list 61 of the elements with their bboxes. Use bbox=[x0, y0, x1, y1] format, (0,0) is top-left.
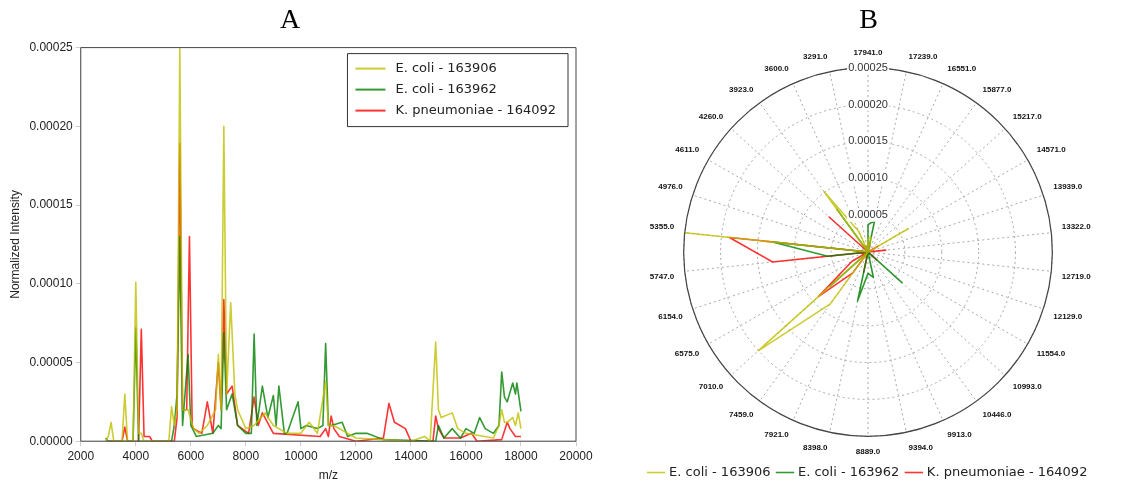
spoke-label: 13939.0 bbox=[1053, 182, 1083, 192]
spoke-label: 8889.0 bbox=[855, 446, 881, 456]
spoke-label: 7459.0 bbox=[729, 409, 755, 419]
x-tick-label: 14000 bbox=[394, 448, 428, 463]
spoke-label: 14571.0 bbox=[1036, 145, 1067, 154]
spoke-label: 4611.0 bbox=[675, 145, 700, 154]
legend-label: K. pneumoniae - 164092 bbox=[395, 101, 557, 117]
y-tick-label: 0.00020 bbox=[29, 118, 74, 133]
spoke-label: 10446.0 bbox=[982, 409, 1012, 419]
spoke-label: 16551.0 bbox=[947, 64, 977, 74]
y-tick-label: 0.00000 bbox=[29, 433, 74, 448]
spoke-label: 10993.0 bbox=[1012, 382, 1043, 392]
y-tick-label: 0.00025 bbox=[848, 60, 888, 73]
legend-label: E. coli - 163962 bbox=[797, 463, 900, 479]
spoke-label: 17941.0 bbox=[853, 47, 884, 57]
spoke-label: 3923.0 bbox=[729, 84, 755, 94]
spoke-label: 15877.0 bbox=[982, 84, 1012, 94]
x-tick-label: 8000 bbox=[232, 448, 260, 463]
spoke-label: 6154.0 bbox=[658, 312, 684, 322]
spoke-label: 12719.0 bbox=[1061, 272, 1092, 282]
y-tick-label: 0.00015 bbox=[29, 197, 74, 212]
y-tick-label: 0.00005 bbox=[29, 354, 74, 369]
x-tick-label: 12000 bbox=[339, 448, 373, 463]
x-tick-label: 2000 bbox=[67, 448, 95, 463]
spoke-label: 17239.0 bbox=[908, 51, 938, 61]
y-tick-label: 0.00010 bbox=[29, 276, 74, 291]
chart-title: B bbox=[859, 3, 878, 35]
legend-label: K. pneumoniae - 164092 bbox=[926, 463, 1088, 479]
y-tick-label: 0.00020 bbox=[848, 97, 888, 110]
x-tick-label: 20000 bbox=[559, 448, 594, 463]
y-tick-label: 0.00005 bbox=[848, 208, 888, 221]
spoke-label: 11554.0 bbox=[1036, 349, 1066, 359]
spoke-label: 7921.0 bbox=[764, 429, 790, 439]
y-tick-label: 0.00025 bbox=[29, 39, 74, 54]
spoke-label: 8398.0 bbox=[803, 442, 829, 452]
spoke-label: 7010.0 bbox=[698, 382, 724, 392]
y-tick-label: 0.00015 bbox=[848, 134, 888, 147]
spoke-label: 9394.0 bbox=[908, 442, 934, 452]
spoke-label: 5747.0 bbox=[649, 272, 675, 282]
spoke-label: 13322.0 bbox=[1061, 222, 1092, 232]
spoke-label: 4260.0 bbox=[698, 112, 724, 122]
x-tick-label: 6000 bbox=[177, 448, 205, 463]
y-tick-label: 0.00010 bbox=[848, 171, 888, 184]
spoke-label: 5355.0 bbox=[649, 222, 675, 232]
spoke-label: 6575.0 bbox=[674, 349, 700, 359]
legend-label: E. coli - 163906 bbox=[395, 59, 497, 75]
x-tick-label: 16000 bbox=[449, 448, 483, 463]
x-axis-title: m/z bbox=[318, 468, 339, 483]
x-tick-label: 4000 bbox=[122, 448, 150, 463]
chart-title: A bbox=[279, 3, 301, 35]
legend-label: E. coli - 163962 bbox=[395, 80, 497, 96]
x-tick-label: 18000 bbox=[504, 448, 538, 463]
legend-label: E. coli - 163906 bbox=[669, 463, 771, 479]
spoke-label: 4976.0 bbox=[658, 182, 684, 192]
spoke-label: 3600.0 bbox=[764, 64, 790, 74]
spoke-label: 3291.0 bbox=[803, 51, 829, 61]
y-axis-title: Normalized Intensity bbox=[7, 190, 22, 299]
spoke-label: 9913.0 bbox=[947, 429, 973, 439]
x-tick-label: 10000 bbox=[284, 448, 318, 463]
spoke-label: 15217.0 bbox=[1012, 112, 1043, 122]
spoke-label: 12129.0 bbox=[1053, 312, 1083, 322]
